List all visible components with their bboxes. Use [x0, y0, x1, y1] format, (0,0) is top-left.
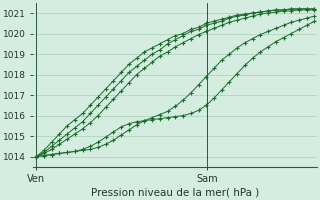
X-axis label: Pression niveau de la mer( hPa ): Pression niveau de la mer( hPa ) [91, 187, 260, 197]
